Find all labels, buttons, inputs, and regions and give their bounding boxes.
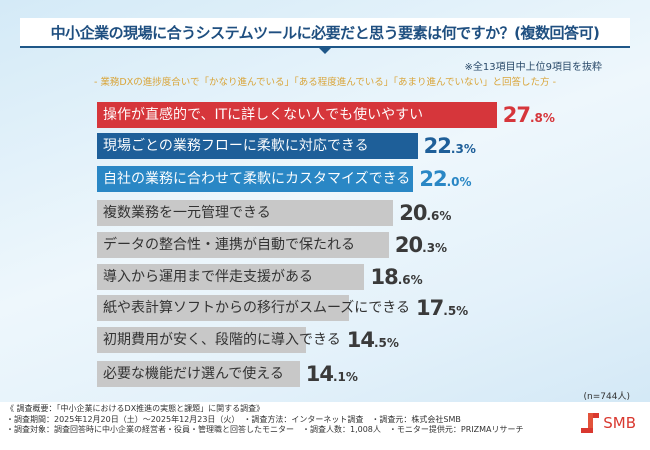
value-label: 20.6%	[399, 201, 452, 225]
value-label: 22.0%	[419, 167, 472, 191]
smb-logo: SMB	[581, 413, 636, 433]
chart-title: 中小企業の現場に合うシステムツールに必要だと思う要素は何ですか？(複数回答可)	[50, 23, 600, 42]
value-label: 20.3%	[394, 233, 448, 257]
footer-line: ・調査対象：調査回答時に中小企業の経営者・役員・管理職と回答したモニター ・調査…	[6, 425, 524, 434]
bar-label: 必要な機能だけ選んで使える	[103, 366, 284, 382]
bar	[97, 264, 365, 290]
title-pointer	[319, 48, 331, 54]
bar	[97, 200, 394, 226]
value-label: 14.1%	[305, 362, 358, 386]
title-box: 中小企業の現場に合うシステムツールに必要だと思う要素は何ですか？(複数回答可)	[20, 18, 630, 48]
bar-label: 操作が直感的で、ITに詳しくない人でも使いやすい	[97, 102, 423, 128]
value-label: 27.8%	[502, 103, 555, 127]
bar	[97, 361, 300, 387]
footer-text: 《 調査概要：「中小企業におけるDX推進の実態と課題」に関する調査》 ・調査期間…	[6, 404, 561, 436]
smb-logo-icon	[581, 413, 600, 433]
bar-label: 自社の業務に合わせて柔軟にカスタマイズできる	[97, 166, 410, 192]
bar	[97, 232, 389, 258]
footer-line: ・調査期間：2025年12月20日（土）～2025年12月23日（火） ・調査方…	[6, 414, 461, 424]
bar	[97, 133, 418, 159]
bar-label: 複数業務を一元管理できる	[103, 205, 271, 221]
bar-label: データの整合性・連携が自動で保たれる	[103, 237, 355, 253]
survey-footer: 《 調査概要：「中小企業におけるDX推進の実態と課題」に関する調査》 ・調査期間…	[0, 402, 650, 450]
bar-chart: 操作が直感的で、ITに詳しくない人でも使いやすい 27.8% 現場ごとの業務フローに…	[97, 102, 555, 387]
sample-size: (n=744人)	[583, 392, 630, 402]
bar-label: 現場ごとの業務フローに柔軟に対応できる	[97, 133, 369, 159]
value-label: 22.3%	[423, 134, 476, 158]
logo-text: SMB	[603, 414, 636, 432]
note: ※全13項目中上位9項目を抜粋	[464, 62, 602, 73]
bar	[97, 327, 306, 353]
bar	[97, 102, 497, 128]
bar	[97, 295, 349, 321]
bar-label: 初期費用が安く、段階的に導入できる	[103, 332, 341, 348]
value-label: 17.5%	[416, 296, 469, 320]
value-label: 14.5%	[346, 328, 399, 352]
bar	[97, 166, 414, 192]
bar-label: 導入から運用まで伴走支援がある	[103, 269, 313, 285]
bar-label: 紙や表計算ソフトからの移行がスムーズにできる	[103, 300, 411, 316]
value-label: 18.6%	[370, 265, 423, 289]
subtitle: - 業務DXの進捗度合いで「かなり進んでいる」「ある程度進んでいる」「あまり進ん…	[93, 77, 556, 88]
footer-line: 《 調査概要：「中小企業におけるDX推進の実態と課題」に関する調査》	[6, 404, 265, 413]
